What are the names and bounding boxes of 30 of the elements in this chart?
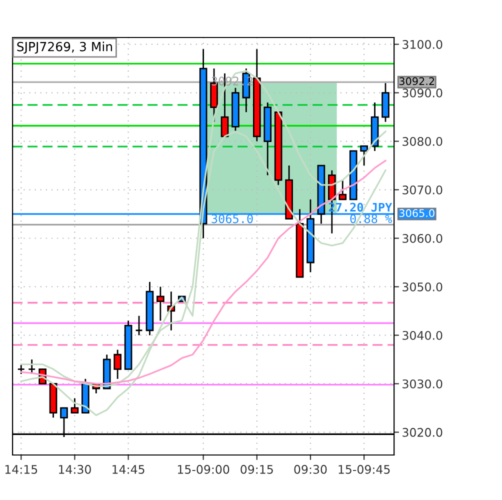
candlestick (17, 364, 26, 375)
x-tick-label: 14:15 (5, 465, 38, 474)
y-tick-label: 3100.0 (402, 40, 442, 49)
candlestick (135, 315, 143, 336)
candlestick (156, 286, 164, 322)
y-tick-label: 3060.0 (402, 234, 442, 243)
x-tick-label: 09:30 (294, 464, 327, 474)
y-tick-label: 3070.0 (402, 185, 442, 194)
candlestick (360, 145, 368, 166)
y-tick-label: 3090.0 (402, 88, 442, 98)
annotation: 3065.0 (212, 214, 253, 224)
x-tick-label: 15-09:00 (178, 464, 230, 474)
annotation: 3092.2 (212, 76, 253, 86)
chart-title: SJPJ7269, 3 Min (17, 42, 112, 54)
x-tick-label: 15-09:45 (338, 464, 390, 474)
y-tick-label: 3020.0 (402, 428, 442, 437)
ref-line-label: 3092.2 (399, 77, 434, 86)
x-tick-label: 14:30 (58, 464, 91, 474)
x-tick-label: 09:15 (240, 464, 273, 474)
ref-line-label: 3065.0 (399, 209, 434, 218)
annotation: 0.88 % (350, 214, 392, 224)
y-tick-label: 3080.0 (402, 136, 442, 146)
y-tick-label: 3030.0 (402, 379, 442, 388)
y-tick-label: 3050.0 (402, 282, 442, 292)
candlestick (70, 398, 79, 414)
candlestick (114, 349, 122, 380)
candlestick (338, 179, 347, 200)
y-tick-label: 3040.0 (402, 330, 442, 340)
x-tick-label: 14:45 (112, 465, 144, 474)
candlestick (28, 358, 36, 375)
